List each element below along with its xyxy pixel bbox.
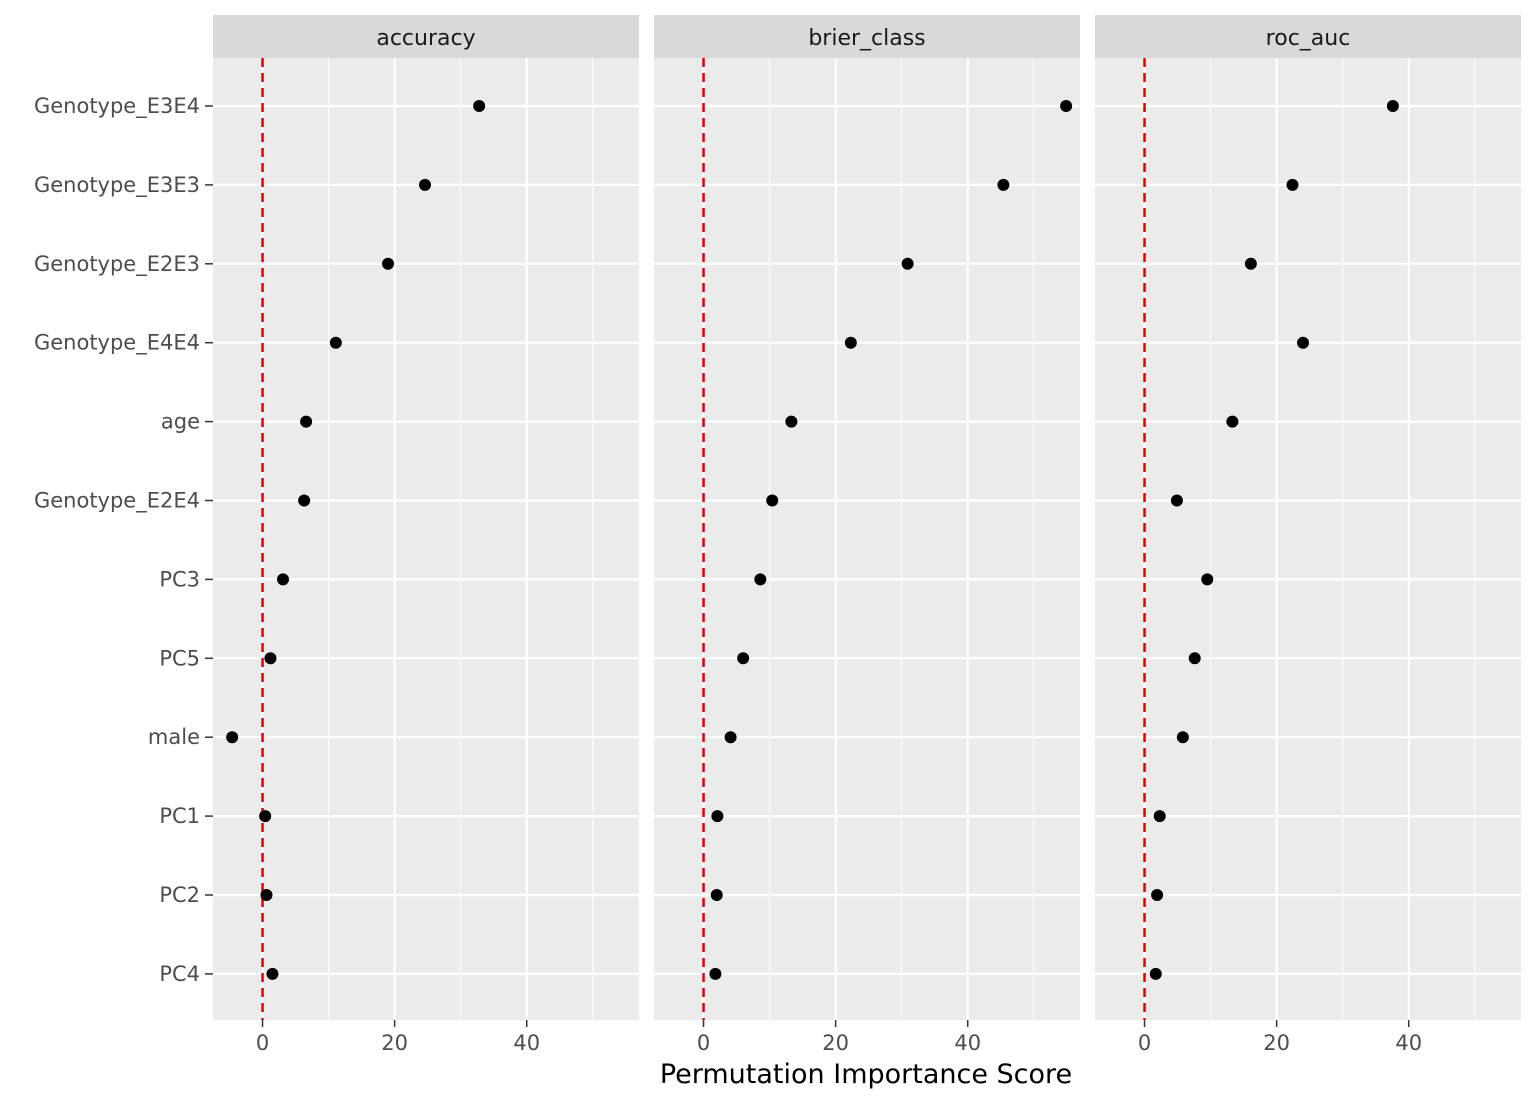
x-tick-label: 20 bbox=[822, 1031, 849, 1055]
facet-panel-brier_class: brier_class 0 20 40 bbox=[654, 15, 1080, 1055]
facet-panels: accuracy 0 20 40 brier_class 0 20 40 roc_auc 0 20 4… bbox=[213, 15, 1521, 1055]
data-point bbox=[1060, 100, 1073, 112]
data-point bbox=[382, 257, 395, 270]
data-point bbox=[266, 967, 279, 980]
y-tick-label: PC1 bbox=[159, 804, 200, 828]
data-point bbox=[1170, 494, 1183, 507]
facet-panel-roc_auc: roc_auc 0 20 40 bbox=[1095, 15, 1521, 1055]
data-point bbox=[1286, 178, 1299, 191]
data-point bbox=[766, 494, 779, 507]
x-tick-label: 40 bbox=[513, 1031, 540, 1055]
data-point bbox=[419, 178, 432, 191]
facet-panel-accuracy: accuracy 0 20 40 bbox=[213, 15, 639, 1055]
data-point bbox=[473, 100, 486, 112]
panel-background bbox=[654, 58, 1080, 1020]
y-tick-label: PC5 bbox=[159, 646, 200, 670]
data-point bbox=[901, 257, 914, 270]
data-point bbox=[1176, 731, 1189, 744]
data-point bbox=[226, 731, 239, 744]
y-tick-label: Genotype_E4E4 bbox=[34, 331, 200, 356]
data-point bbox=[997, 178, 1010, 191]
facet-strip-label: accuracy bbox=[376, 26, 475, 51]
x-tick-label: 20 bbox=[1263, 1031, 1290, 1055]
y-tick-label: age bbox=[161, 410, 200, 434]
x-tick-label: 40 bbox=[954, 1031, 981, 1055]
data-point bbox=[709, 967, 722, 980]
x-tick-label: 0 bbox=[256, 1031, 269, 1055]
data-point bbox=[260, 889, 273, 901]
data-point bbox=[710, 889, 723, 901]
data-point bbox=[785, 415, 798, 428]
facet-strip bbox=[654, 15, 1080, 58]
data-point bbox=[329, 336, 342, 349]
x-tick-label: 40 bbox=[1395, 1031, 1422, 1055]
data-point bbox=[300, 415, 313, 428]
x-tick-label: 0 bbox=[697, 1031, 710, 1055]
data-point bbox=[844, 336, 857, 349]
x-tick-label: 20 bbox=[381, 1031, 408, 1055]
data-point bbox=[1151, 889, 1164, 901]
y-tick-label: male bbox=[148, 725, 200, 749]
y-tick-label: Genotype_E3E4 bbox=[34, 94, 200, 119]
data-point bbox=[1297, 336, 1310, 349]
data-point bbox=[277, 573, 290, 586]
data-point bbox=[754, 573, 767, 586]
panel-background bbox=[1095, 58, 1521, 1020]
data-point bbox=[724, 731, 737, 744]
y-tick-label: PC4 bbox=[159, 962, 200, 986]
data-point bbox=[1201, 573, 1214, 586]
facet-strip bbox=[1095, 15, 1521, 58]
data-point bbox=[1153, 810, 1166, 823]
data-point bbox=[1226, 415, 1239, 428]
y-tick-label: Genotype_E3E3 bbox=[34, 173, 200, 198]
data-point bbox=[1244, 257, 1257, 270]
data-point bbox=[259, 810, 272, 823]
y-tick-label: Genotype_E2E3 bbox=[34, 252, 200, 277]
y-axis: Genotype_E3E4 Genotype_E3E3 Genotype_E2E3 G… bbox=[34, 94, 213, 986]
facet-strip-label: brier_class bbox=[808, 26, 925, 51]
x-tick-label: 0 bbox=[1138, 1031, 1151, 1055]
data-point bbox=[1149, 967, 1162, 980]
y-tick-label: PC2 bbox=[159, 883, 200, 907]
data-point bbox=[737, 652, 750, 665]
facet-strip bbox=[213, 15, 639, 58]
y-tick-label: PC3 bbox=[159, 567, 200, 591]
data-point bbox=[264, 652, 277, 665]
data-point bbox=[1386, 100, 1399, 112]
x-axis-title: Permutation Importance Score bbox=[660, 1059, 1072, 1090]
y-tick-label: Genotype_E2E4 bbox=[34, 489, 200, 514]
panel-background bbox=[213, 58, 639, 1020]
data-point bbox=[298, 494, 311, 507]
facet-strip-label: roc_auc bbox=[1266, 26, 1351, 51]
data-point bbox=[711, 810, 724, 823]
data-point bbox=[1188, 652, 1201, 665]
